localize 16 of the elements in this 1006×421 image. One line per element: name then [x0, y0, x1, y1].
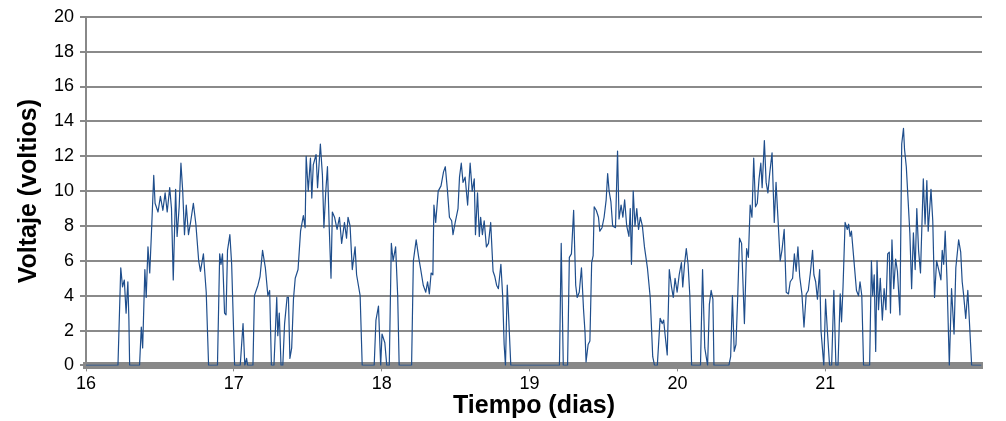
- y-tick-label: 6: [64, 249, 75, 270]
- y-tick-label: 18: [53, 40, 75, 61]
- y-axis-title: Voltaje (voltios): [12, 98, 41, 284]
- y-tick-label: 14: [53, 110, 75, 131]
- y-tick-label: 0: [64, 354, 75, 375]
- x-tick-label: 20: [667, 373, 688, 394]
- x-tick-label: 21: [815, 373, 836, 394]
- y-tick-label: 10: [53, 180, 75, 201]
- x-tick-label: 18: [371, 373, 392, 394]
- y-tick-label: 2: [64, 319, 75, 340]
- y-tick-label: 12: [53, 145, 75, 166]
- y-tick-label: 16: [53, 75, 75, 96]
- y-tick-label: 8: [64, 214, 75, 235]
- x-tick-label: 17: [223, 373, 244, 394]
- y-tick-label: 20: [53, 5, 75, 26]
- y-tick-label: 4: [64, 284, 75, 305]
